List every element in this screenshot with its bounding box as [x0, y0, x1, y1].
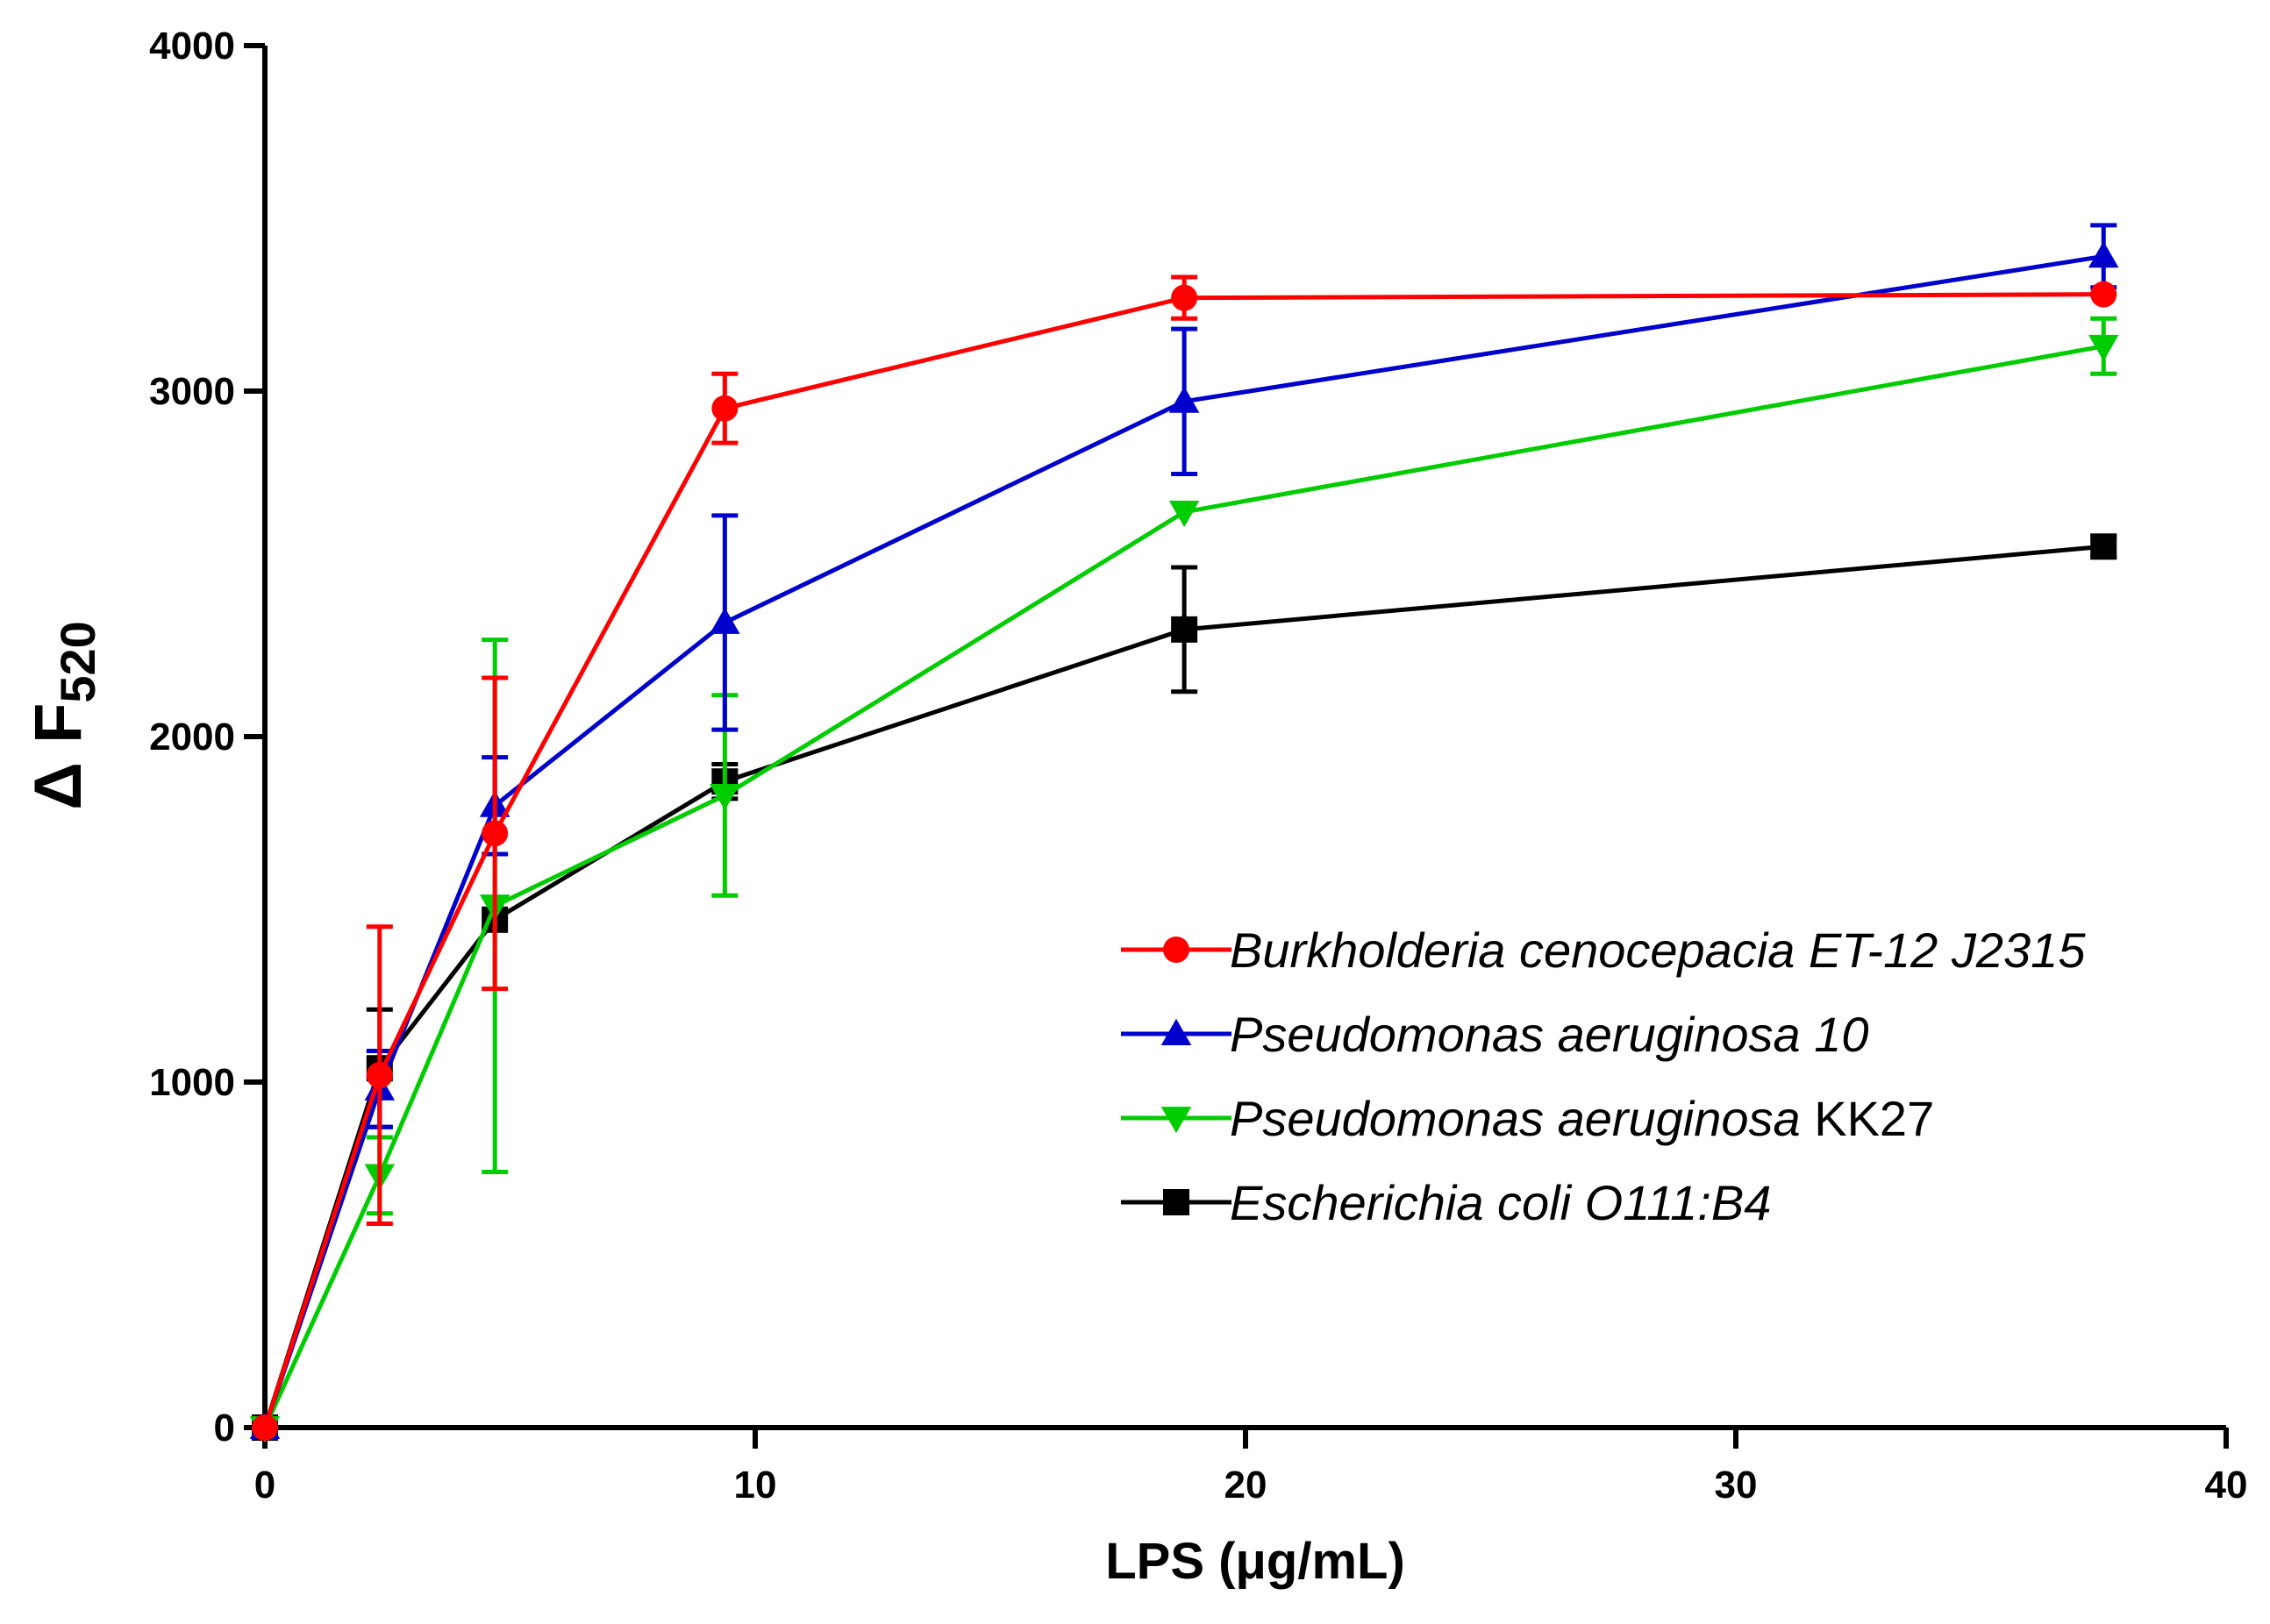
- y-tick-label: 4000: [149, 25, 235, 68]
- x-tick-label: 0: [254, 1464, 275, 1506]
- data-point: [711, 395, 739, 422]
- series-0: [252, 274, 2117, 1441]
- axes-layer: 0 1000 2000 3000 4000 0 10 20 30 40: [149, 25, 2247, 1506]
- legend-item: Escherichia coli O111:B4: [1121, 1175, 1771, 1230]
- legend-label-plain: KK27: [1801, 1091, 1935, 1146]
- series-2: [249, 316, 2119, 1443]
- data-point: [252, 1414, 278, 1441]
- legend-item: Pseudomonas aeruginosa 10: [1121, 1007, 1869, 1062]
- legend-item: Pseudomonas aeruginosa KK27: [1121, 1091, 1934, 1146]
- data-point: [482, 820, 509, 847]
- legend-label-italic: Burkholderia cenocepacia ET-12 J2315: [1230, 922, 2086, 978]
- x-tick-label: 40: [2205, 1464, 2248, 1506]
- y-axis-title: Δ F520: [21, 621, 105, 810]
- y-tick-label: 1000: [149, 1061, 235, 1104]
- legend-label: Pseudomonas aeruginosa KK27: [1230, 1091, 1934, 1146]
- x-tick-label: 20: [1224, 1464, 1267, 1506]
- series-1: [249, 223, 2119, 1439]
- data-point: [1171, 616, 1198, 643]
- legend-marker: [1163, 937, 1189, 963]
- data-point: [1168, 500, 1200, 528]
- x-axis-title: LPS (μg/mL): [1105, 1533, 1405, 1590]
- x-tick-label: 30: [1715, 1464, 1758, 1506]
- y-axis-title-main: Δ F: [21, 703, 96, 810]
- data-point: [366, 1062, 393, 1089]
- y-tick-label: 3000: [149, 370, 235, 413]
- legend-item: Burkholderia cenocepacia ET-12 J2315: [1121, 922, 2086, 978]
- legend-marker: [1160, 1018, 1192, 1045]
- data-point: [710, 607, 740, 634]
- legend-label: Pseudomonas aeruginosa 10: [1230, 1007, 1869, 1062]
- legend-label-italic: Pseudomonas aeruginosa 10: [1230, 1007, 1869, 1062]
- x-tick-label: 10: [734, 1464, 777, 1506]
- series-layer: [249, 223, 2119, 1443]
- y-tick-label: 2000: [149, 716, 235, 759]
- data-point: [2088, 241, 2119, 268]
- series-line: [262, 292, 2104, 1428]
- series-line: [262, 344, 2104, 1429]
- data-point: [2090, 281, 2117, 308]
- data-point: [1171, 284, 1198, 311]
- series-3: [252, 533, 2117, 1441]
- legend-label: Burkholderia cenocepacia ET-12 J2315: [1230, 922, 2086, 978]
- legend-label-italic: Escherichia coli O111:B4: [1230, 1175, 1771, 1230]
- legend: Burkholderia cenocepacia ET-12 J2315 Pseu…: [1121, 922, 2086, 1230]
- data-point: [2090, 533, 2117, 560]
- data-point: [2088, 334, 2119, 362]
- data-point: [710, 784, 740, 811]
- legend-marker: [1160, 1107, 1192, 1134]
- series-line: [262, 253, 2104, 1428]
- legend-marker: [1163, 1189, 1189, 1215]
- legend-label-italic: Pseudomonas aeruginosa: [1230, 1091, 1801, 1146]
- data-point: [1168, 386, 1200, 413]
- y-tick-label: 0: [214, 1407, 235, 1449]
- y-axis-title-subscript: 520: [50, 621, 105, 702]
- legend-label: Escherichia coli O111:B4: [1230, 1175, 1771, 1230]
